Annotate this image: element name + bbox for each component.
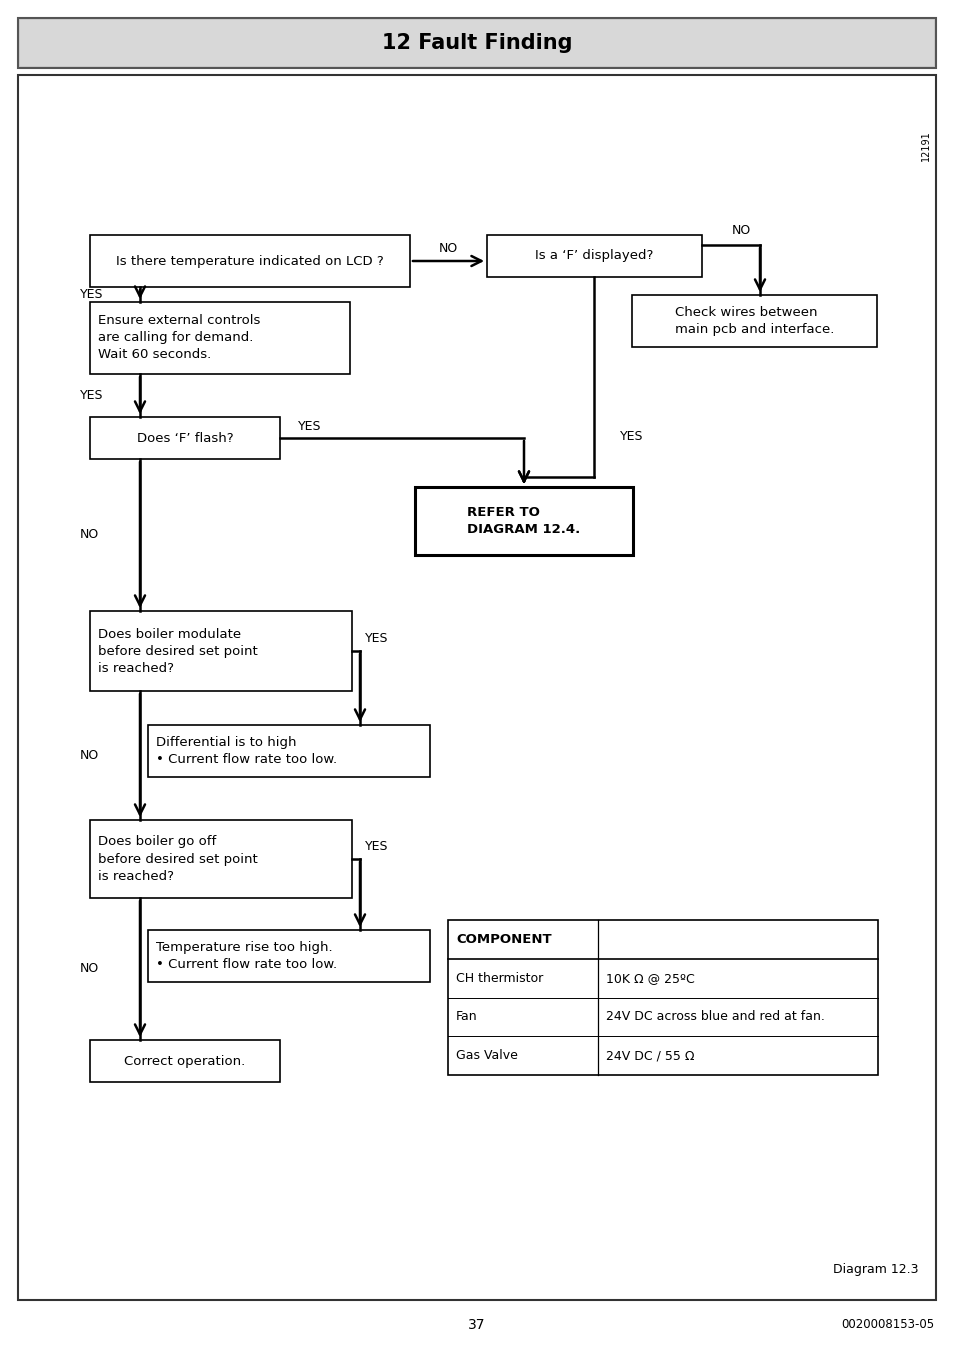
Bar bbox=[148, 929, 430, 982]
Text: YES: YES bbox=[365, 840, 388, 854]
Text: Diagram 12.3: Diagram 12.3 bbox=[833, 1263, 918, 1277]
Bar bbox=[448, 920, 877, 1075]
Bar bbox=[90, 303, 350, 374]
Text: YES: YES bbox=[298, 420, 321, 432]
Text: Temperature rise too high.
• Current flow rate too low.: Temperature rise too high. • Current flo… bbox=[156, 942, 336, 971]
Bar bbox=[486, 235, 701, 277]
Text: NO: NO bbox=[438, 242, 457, 255]
Text: Correct operation.: Correct operation. bbox=[124, 1055, 245, 1067]
Text: NO: NO bbox=[731, 223, 750, 236]
Text: Does boiler go off
before desired set point
is reached?: Does boiler go off before desired set po… bbox=[98, 835, 257, 882]
Bar bbox=[90, 820, 352, 898]
Text: Gas Valve: Gas Valve bbox=[456, 1050, 517, 1062]
Text: Is a ‘F’ displayed?: Is a ‘F’ displayed? bbox=[535, 250, 653, 262]
Text: 37: 37 bbox=[468, 1319, 485, 1332]
Bar bbox=[18, 18, 935, 68]
Text: Does ‘F’ flash?: Does ‘F’ flash? bbox=[136, 431, 233, 444]
Text: YES: YES bbox=[618, 431, 642, 443]
Text: 24V DC across blue and red at fan.: 24V DC across blue and red at fan. bbox=[605, 1011, 824, 1023]
Text: COMPONENT: COMPONENT bbox=[456, 934, 551, 946]
Bar bbox=[90, 1040, 280, 1082]
Text: 12 Fault Finding: 12 Fault Finding bbox=[381, 32, 572, 53]
Text: REFER TO
DIAGRAM 12.4.: REFER TO DIAGRAM 12.4. bbox=[467, 507, 580, 536]
Text: Fan: Fan bbox=[456, 1011, 477, 1023]
Text: Does boiler modulate
before desired set point
is reached?: Does boiler modulate before desired set … bbox=[98, 627, 257, 674]
Bar bbox=[90, 417, 280, 459]
Text: 24V DC / 55 Ω: 24V DC / 55 Ω bbox=[605, 1050, 694, 1062]
Text: 0020008153-05: 0020008153-05 bbox=[840, 1319, 933, 1332]
Bar bbox=[20, 20, 933, 66]
Bar bbox=[148, 725, 430, 777]
Text: Check wires between
main pcb and interface.: Check wires between main pcb and interfa… bbox=[674, 305, 833, 336]
Bar bbox=[90, 235, 410, 286]
Bar bbox=[631, 295, 876, 347]
Text: NO: NO bbox=[80, 528, 99, 542]
Text: 10K Ω @ 25ºC: 10K Ω @ 25ºC bbox=[605, 971, 694, 985]
Bar bbox=[415, 486, 633, 555]
Text: YES: YES bbox=[365, 632, 388, 646]
Text: Ensure external controls
are calling for demand.
Wait 60 seconds.: Ensure external controls are calling for… bbox=[98, 315, 260, 362]
Text: Is there temperature indicated on LCD ?: Is there temperature indicated on LCD ? bbox=[116, 254, 383, 267]
Text: CH thermistor: CH thermistor bbox=[456, 971, 542, 985]
Text: NO: NO bbox=[80, 748, 99, 762]
Text: 12191: 12191 bbox=[920, 130, 930, 161]
Text: YES: YES bbox=[80, 389, 103, 403]
Bar bbox=[90, 611, 352, 690]
Text: YES: YES bbox=[80, 288, 103, 301]
Text: Differential is to high
• Current flow rate too low.: Differential is to high • Current flow r… bbox=[156, 736, 336, 766]
Text: NO: NO bbox=[80, 962, 99, 975]
